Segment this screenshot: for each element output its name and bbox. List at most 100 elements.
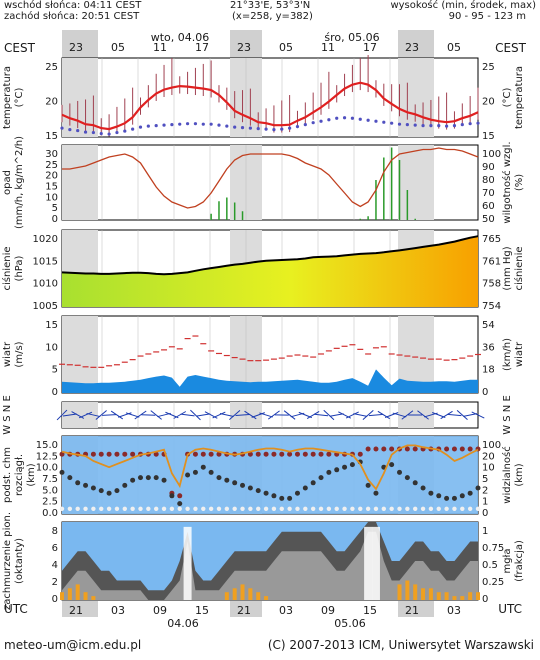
low-cloud-dot: [295, 506, 300, 511]
wind-direction-arrow: [345, 411, 359, 419]
low-cloud-dot: [208, 506, 214, 511]
low-cloud-dot: [256, 506, 261, 511]
night-band-top: [62, 30, 98, 58]
left-axis-title: W S N E: [2, 395, 13, 435]
cloud-top-dot: [200, 451, 206, 457]
wind-direction-arrow: [196, 413, 211, 417]
low-cloud-dot: [153, 506, 159, 511]
bottom-hour-label: 03: [447, 604, 461, 617]
cloud-base-dot: [326, 469, 332, 475]
wind-direction-arrow: [463, 413, 478, 417]
dew-point-dot: [350, 116, 355, 120]
dew-point-dot: [405, 123, 409, 127]
left-tick-label: 1005: [33, 301, 58, 312]
fog-bar: [397, 584, 402, 600]
low-cloud-dot: [318, 506, 324, 511]
cloud-top-dot: [451, 446, 457, 452]
right-tick-label: 0.75: [482, 543, 504, 554]
humidity-line: [62, 147, 479, 209]
left-tick-label: 5: [52, 365, 58, 376]
cloud-base-dot: [310, 480, 316, 486]
cloud-top-dot: [444, 446, 450, 452]
right-axis-title: wiatr: [514, 341, 525, 367]
cloud-base-dot: [67, 475, 73, 481]
left-tick-label: 1020: [33, 234, 58, 245]
right-axis-title: wilgotność wzgl.: [501, 141, 513, 223]
cloud-base-dot: [263, 490, 269, 496]
left-tick-label: 2.5: [42, 497, 58, 508]
fog-bar: [468, 592, 473, 600]
dew-point-dot: [91, 130, 95, 135]
night-band: [398, 145, 434, 220]
dew-point-dot: [201, 122, 205, 126]
wind-direction-arrow: [392, 412, 407, 418]
fog-bar: [436, 592, 441, 600]
left-tick-label: 15: [45, 131, 58, 142]
cloud-base-dot: [247, 485, 253, 491]
dew-point-dot: [421, 124, 425, 128]
copyright: (C) 2007-2013 ICM, Uniwersytet Warszawsk…: [267, 638, 534, 652]
cloud-top-dot: [263, 451, 269, 457]
right-tick-label: 60: [482, 201, 495, 212]
left-tick-label: 10: [45, 192, 58, 203]
left-axis-title: opad: [2, 170, 13, 195]
cloud-top-dot: [106, 451, 112, 457]
wind-direction-arrow: [306, 410, 320, 420]
sunrise-label: wschód słońca: 04:11 CEST: [4, 0, 142, 11]
cloud-base-dot: [161, 477, 167, 483]
fog-bar: [248, 588, 253, 600]
cloud-base-dot: [200, 464, 206, 470]
top-hour-label: 17: [363, 41, 377, 54]
cloud-top-dot: [326, 451, 332, 457]
dew-point-dot: [452, 124, 457, 128]
right-tick-label: 1: [482, 526, 488, 537]
right-axis-title: (km/h): [502, 338, 513, 371]
cloud-top-dot: [247, 451, 253, 457]
top-hour-label: 23: [69, 41, 83, 54]
cloud-top-dot: [459, 446, 465, 452]
dew-point-dot: [170, 123, 174, 127]
dew-point-dot: [225, 124, 229, 128]
day-label: wto, 04.06: [151, 31, 210, 44]
cloud-base-dot: [106, 490, 112, 496]
low-cloud-dot: [146, 506, 151, 511]
low-cloud-dot: [114, 506, 120, 511]
coords-label: 21°33'E, 53°3'N: [230, 0, 311, 11]
left-axis-title: (oktanty): [14, 538, 25, 584]
left-tick-label: 0: [52, 594, 58, 605]
left-axis-title: (°C): [14, 88, 25, 108]
low-cloud-dot: [460, 506, 465, 511]
cloud-base-dot: [467, 490, 473, 496]
left-axis-title: wiatr: [2, 341, 13, 367]
cloud-base-dot: [271, 493, 277, 499]
left-axis-title: ciśnienie: [1, 246, 13, 290]
low-cloud-dot: [342, 506, 347, 511]
dew-point-dot: [123, 129, 127, 133]
cloud-base-dot: [475, 485, 481, 491]
left-axis-title: (hPa): [14, 255, 25, 281]
cloud-base-dot: [342, 464, 348, 470]
cloud-base-dot: [59, 469, 65, 475]
cloud-base-dot: [294, 490, 300, 496]
contact-email[interactable]: meteo-um@icm.edu.pl: [4, 638, 142, 652]
cloud-top-dot: [271, 451, 277, 457]
cloud-base-dot: [192, 469, 198, 475]
left-tick-label: 25: [45, 62, 58, 73]
wind-direction-arrow: [244, 410, 257, 420]
fog-bar: [224, 592, 229, 600]
dew-point-dot: [138, 125, 143, 129]
right-tick-label: 10: [482, 463, 495, 474]
wind-direction-arrow: [353, 413, 368, 417]
left-tick-label: 20: [45, 171, 58, 182]
dew-point-dot: [311, 121, 315, 125]
night-band-bottom: [230, 601, 262, 617]
dew-point-dot: [193, 122, 198, 126]
low-cloud-dot: [373, 506, 379, 511]
fog-bar: [444, 592, 449, 600]
fog-bar: [264, 596, 269, 600]
dew-point-dot: [288, 126, 292, 130]
low-cloud-dot: [83, 506, 88, 511]
right-tick-label: 754: [482, 301, 501, 312]
top-hour-label: 11: [321, 41, 335, 54]
